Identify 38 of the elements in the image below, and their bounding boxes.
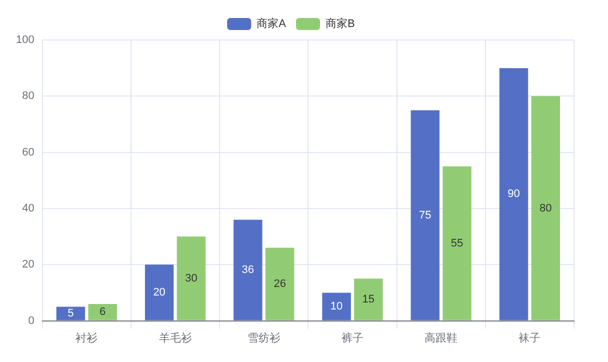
y-tick-label: 0 xyxy=(28,314,34,327)
bar xyxy=(176,236,206,320)
bar xyxy=(499,68,528,320)
y-tick-label: 80 xyxy=(22,90,34,102)
bar xyxy=(56,306,86,320)
bar xyxy=(234,220,262,320)
y-tick-label: 40 xyxy=(22,202,34,215)
data-label: 90 xyxy=(508,188,520,200)
legend-label: 商家B xyxy=(326,17,355,30)
x-tick-label: 衬衫 xyxy=(76,331,98,344)
x-tick-label: 高跟鞋 xyxy=(424,331,458,344)
data-label: 5 xyxy=(68,308,74,320)
data-label: 26 xyxy=(274,278,286,290)
legend-label: 商家A xyxy=(256,17,287,30)
bar xyxy=(322,292,351,320)
bar xyxy=(442,166,472,320)
x-tick-label: 袜子 xyxy=(518,331,541,344)
data-label: 75 xyxy=(419,209,432,222)
data-label: 30 xyxy=(185,272,198,284)
bar xyxy=(88,304,117,320)
bar xyxy=(265,248,294,320)
bar xyxy=(354,278,383,320)
x-tick-label: 羊毛衫 xyxy=(158,331,192,344)
data-label: 36 xyxy=(242,264,254,276)
data-label: 55 xyxy=(450,237,464,250)
y-tick-label: 60 xyxy=(22,146,34,158)
bar xyxy=(531,96,560,320)
x-tick-label: 裤子 xyxy=(341,331,364,344)
bar xyxy=(410,110,440,320)
y-tick-label: 100 xyxy=(16,34,34,46)
data-label: 10 xyxy=(330,300,343,313)
data-label: 80 xyxy=(540,202,552,214)
x-tick-label: 雪纺衫 xyxy=(247,331,280,344)
data-label: 15 xyxy=(362,294,375,306)
data-label: 6 xyxy=(100,306,106,318)
data-label: 20 xyxy=(153,286,166,298)
y-tick-label: 20 xyxy=(22,258,34,271)
bar xyxy=(144,264,174,320)
